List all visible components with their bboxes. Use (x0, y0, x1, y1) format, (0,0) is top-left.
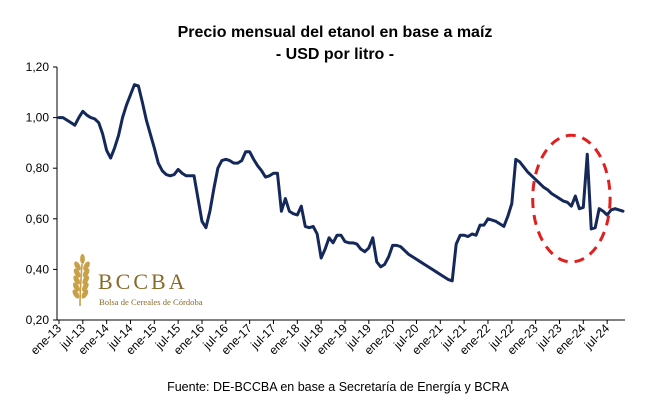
x-tick-label: jul-24 (581, 321, 613, 353)
y-tick-label: 0,80 (26, 161, 50, 175)
y-tick-label: 1,20 (26, 60, 50, 74)
wheat-grain (72, 282, 80, 292)
bccba-logo: BCCBA Bolsa de Cereales de Córdoba (72, 254, 203, 307)
chart-subtitle: - USD por litro - (276, 46, 394, 63)
wheat-stem (79, 263, 83, 307)
y-tick-label: 0,60 (26, 212, 50, 226)
x-axis: ene-13jul-13ene-14jul-14ene-15jul-15ene-… (28, 319, 625, 358)
wheat-grain (83, 261, 90, 271)
source-note: Fuente: DE-BCCBA en base a Secretaría de… (167, 380, 510, 394)
wheat-grain (73, 275, 81, 285)
wheat-grain (82, 275, 90, 285)
wheat-grain (73, 268, 81, 278)
wheat-icon (72, 254, 90, 307)
y-tick-label: 0,20 (26, 313, 50, 327)
wheat-grain (80, 254, 85, 264)
chart-title: Precio mensual del etanol en base a maíz (178, 24, 493, 41)
wheat-grain (82, 268, 90, 278)
wheat-grain (81, 282, 89, 292)
series-layer (57, 83, 625, 283)
wheat-grain (72, 289, 80, 299)
y-axis: 0,20 0,40 0,60 0,80 1,00 1,20 (26, 60, 58, 327)
logo-name: BCCBA (98, 269, 188, 294)
y-tick-label: 0,40 (26, 262, 50, 276)
wheat-grain (81, 289, 89, 299)
highlight-ellipse (531, 133, 612, 264)
annotation-layer (531, 133, 612, 264)
logo-tagline: Bolsa de Cereales de Córdoba (99, 297, 203, 307)
wheat-grain (74, 261, 81, 271)
series-line (57, 83, 625, 283)
y-tick-label: 1,00 (26, 111, 50, 125)
